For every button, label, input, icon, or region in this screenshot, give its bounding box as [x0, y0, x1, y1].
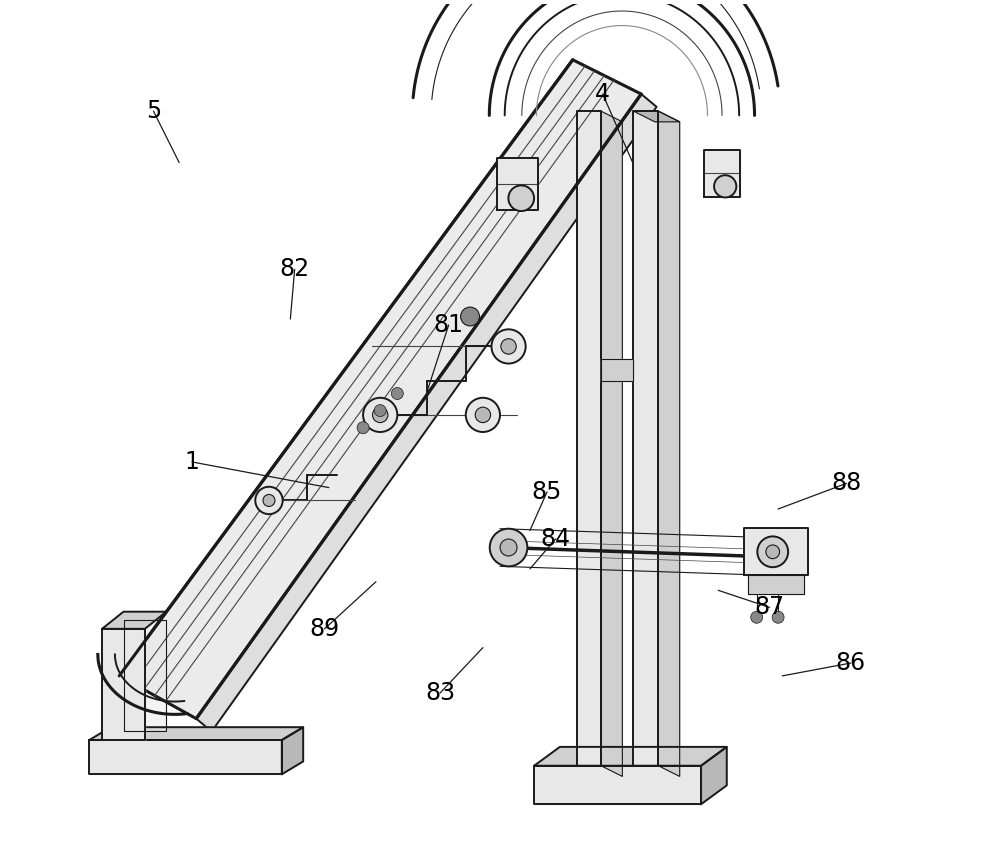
Polygon shape — [658, 111, 680, 777]
Polygon shape — [102, 629, 145, 740]
Circle shape — [466, 397, 500, 432]
Circle shape — [475, 407, 491, 422]
Circle shape — [772, 611, 784, 623]
Circle shape — [255, 486, 283, 514]
Polygon shape — [601, 359, 633, 381]
Text: 88: 88 — [831, 472, 862, 495]
Circle shape — [501, 339, 516, 354]
Polygon shape — [534, 766, 701, 804]
Polygon shape — [119, 60, 641, 719]
Circle shape — [490, 529, 527, 566]
Text: 83: 83 — [425, 681, 455, 705]
Polygon shape — [124, 620, 166, 732]
Text: 4: 4 — [595, 82, 610, 106]
Polygon shape — [744, 528, 808, 575]
Text: 86: 86 — [836, 651, 866, 675]
Polygon shape — [196, 94, 657, 732]
Circle shape — [508, 186, 534, 211]
Polygon shape — [748, 575, 804, 594]
Circle shape — [766, 545, 780, 559]
Polygon shape — [89, 740, 282, 774]
Polygon shape — [601, 111, 622, 777]
Text: 81: 81 — [434, 313, 464, 337]
Text: 89: 89 — [310, 617, 340, 641]
Circle shape — [714, 175, 736, 198]
Circle shape — [363, 397, 397, 432]
Polygon shape — [102, 612, 166, 629]
Circle shape — [461, 307, 479, 326]
Polygon shape — [497, 158, 538, 210]
Circle shape — [757, 537, 788, 567]
Text: 82: 82 — [280, 257, 310, 282]
Circle shape — [357, 422, 369, 434]
Polygon shape — [704, 149, 740, 197]
Text: 87: 87 — [754, 595, 785, 619]
Polygon shape — [701, 746, 727, 804]
Circle shape — [391, 388, 403, 399]
Circle shape — [263, 494, 275, 506]
Polygon shape — [534, 746, 727, 766]
Text: 5: 5 — [146, 99, 161, 124]
Circle shape — [374, 404, 386, 416]
Circle shape — [373, 407, 388, 422]
Text: 85: 85 — [532, 480, 562, 504]
Circle shape — [491, 329, 526, 364]
Polygon shape — [633, 111, 658, 766]
Polygon shape — [577, 111, 601, 766]
Polygon shape — [633, 111, 680, 122]
Text: 84: 84 — [541, 527, 571, 551]
Polygon shape — [89, 727, 303, 740]
Circle shape — [500, 539, 517, 556]
Circle shape — [751, 611, 763, 623]
Text: 1: 1 — [185, 450, 199, 474]
Polygon shape — [282, 727, 303, 774]
